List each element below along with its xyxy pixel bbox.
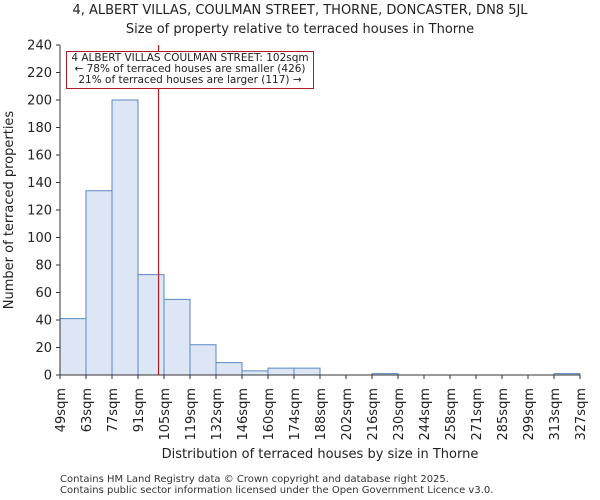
y-tick-label: 0: [44, 369, 52, 384]
x-tick-label: 271sqm: [470, 388, 485, 441]
chart-subtitle: Size of property relative to terraced ho…: [125, 22, 475, 37]
x-tick-label: 132sqm: [210, 388, 225, 441]
y-tick-label: 120: [27, 204, 52, 219]
x-tick-label: 91sqm: [132, 388, 147, 432]
y-tick-label: 40: [35, 314, 52, 329]
x-tick-label: 244sqm: [418, 388, 433, 441]
x-tick-label: 230sqm: [392, 388, 407, 441]
histogram-bar: [267, 367, 295, 376]
y-tick-label: 200: [27, 94, 52, 109]
histogram-bar: [189, 344, 217, 376]
y-tick-label: 160: [27, 149, 52, 164]
histogram-bar: [59, 318, 87, 376]
x-tick-label: 202sqm: [340, 388, 355, 441]
annotation-line-2: ← 78% of terraced houses are smaller (42…: [74, 63, 306, 75]
footer-line-1: Contains HM Land Registry data © Crown c…: [60, 474, 449, 485]
x-tick-label: 77sqm: [106, 388, 121, 432]
x-tick-label: 119sqm: [184, 388, 199, 441]
y-axis-label: Number of terraced properties: [2, 111, 17, 310]
y-tick-label: 140: [27, 176, 52, 191]
histogram-bar: [111, 99, 139, 376]
x-tick-label: 49sqm: [54, 388, 69, 432]
y-tick-label: 100: [27, 231, 52, 246]
histogram-bar: [215, 362, 243, 376]
histogram-bar: [293, 367, 321, 376]
chart-title: 4, ALBERT VILLAS, COULMAN STREET, THORNE…: [72, 3, 528, 18]
x-tick-label: 160sqm: [262, 388, 277, 441]
x-tick-label: 313sqm: [548, 388, 563, 441]
histogram-bar: [85, 190, 113, 376]
x-tick-label: 285sqm: [496, 388, 511, 441]
x-tick-label: 63sqm: [80, 388, 95, 432]
x-tick-label: 327sqm: [574, 388, 589, 441]
footer-line-2: Contains public sector information licen…: [60, 485, 494, 496]
y-tick-label: 80: [35, 259, 52, 274]
marker-annotation-box: 4 ALBERT VILLAS COULMAN STREET: 102sqm ←…: [66, 51, 314, 89]
x-tick-label: 299sqm: [522, 388, 537, 441]
x-tick-label: 216sqm: [366, 388, 381, 441]
x-tick-label: 105sqm: [158, 388, 173, 441]
x-tick-label: 146sqm: [236, 388, 251, 441]
histogram-bar: [163, 298, 191, 376]
x-axis-label: Distribution of terraced houses by size …: [162, 447, 479, 462]
y-tick-label: 60: [35, 286, 52, 301]
annotation-line-1: 4 ALBERT VILLAS COULMAN STREET: 102sqm: [71, 52, 309, 64]
annotation-line-3: 21% of terraced houses are larger (117) …: [78, 74, 302, 86]
y-tick-label: 220: [27, 66, 52, 81]
y-tick-label: 240: [27, 39, 52, 54]
x-tick-label: 174sqm: [288, 388, 303, 441]
y-tick-label: 180: [27, 121, 52, 136]
y-tick-label: 20: [35, 341, 52, 356]
x-tick-label: 188sqm: [314, 388, 329, 441]
histogram-bar: [241, 370, 269, 376]
histogram-bar: [137, 274, 165, 376]
x-tick-label: 258sqm: [444, 388, 459, 441]
